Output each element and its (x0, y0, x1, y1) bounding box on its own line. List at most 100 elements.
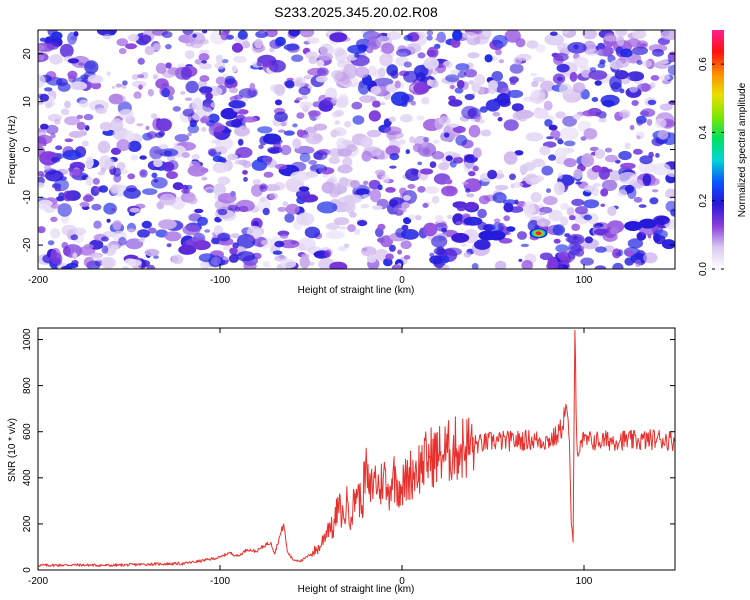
spectrogram-cell (573, 168, 583, 180)
spectrogram-cell (256, 61, 263, 67)
spectrogram-cell (636, 135, 641, 140)
spectrogram-cell (252, 220, 259, 228)
spectrogram-cell (647, 99, 657, 105)
spectrogram-cell (277, 129, 286, 133)
spectrogram-cell (233, 94, 243, 100)
spectrogram-cell (335, 48, 348, 63)
spectrogram-cell (636, 60, 643, 65)
spectrogram-cell (429, 161, 437, 169)
spectrogram-cell (409, 136, 416, 144)
spectrogram-cell (106, 218, 111, 223)
spectrogram-cell (159, 144, 169, 150)
spectrogram-cell (67, 58, 80, 64)
colorbar-tick-label: 0.0 (698, 262, 709, 276)
spectrogram-cell (555, 244, 569, 253)
spectrogram-cell (279, 239, 300, 249)
spectrogram-cell (122, 80, 128, 86)
spectrogram-cell (422, 203, 429, 208)
spectrogram-cell (308, 56, 318, 65)
spectrogram-cell (543, 195, 558, 206)
spectrogram-cell (400, 114, 413, 123)
spectrogram-cell (185, 80, 199, 94)
spectrogram-cell (153, 158, 163, 168)
spectrogram-cell (233, 55, 247, 63)
spectrogram-cell (389, 153, 400, 161)
spectrogram-cell (557, 139, 564, 145)
spectrogram-cell (661, 239, 675, 250)
spectrogram-cell (210, 256, 221, 266)
spectrogram-cell (38, 73, 46, 89)
spectrogram-cell (514, 150, 524, 156)
spectrogram-cell (227, 204, 239, 211)
spectrogram-cell (604, 147, 613, 153)
spectrogram-cell (84, 60, 99, 74)
spectrogram-cell (50, 133, 56, 139)
spectrogram-cell (110, 184, 120, 194)
spectrogram-cell (487, 85, 498, 94)
spectrogram-cell (482, 30, 492, 38)
spectrogram-cell (435, 37, 444, 42)
spectrogram-cell (473, 239, 491, 250)
y-tick-label: -20 (22, 237, 33, 252)
spectrogram-cell (222, 256, 230, 261)
spectrogram-cell (450, 84, 455, 90)
spectrogram-cell (210, 122, 225, 133)
spectrogram-cell (116, 38, 129, 47)
spectrogram-cell (241, 97, 249, 103)
spectrogram-cell (308, 160, 318, 165)
spectrogram-cell (591, 165, 602, 173)
spectrogram-cell (443, 255, 450, 264)
spectrogram-cell (258, 144, 264, 149)
spectrogram-cell (533, 108, 549, 119)
spectrogram-cell (370, 86, 382, 95)
x-tick-label: 0 (399, 576, 405, 587)
spectrogram-cell (550, 130, 561, 139)
spectrogram-cell (194, 58, 202, 65)
spectrogram-cell (352, 115, 365, 125)
spectrogram-cell (278, 254, 286, 259)
spectrogram-cell (494, 260, 507, 269)
spectrogram-cell (79, 201, 90, 208)
spectrogram-cell (243, 176, 248, 182)
spectrogram-cell (349, 180, 360, 189)
spectrogram-cell (654, 118, 667, 129)
spectrogram-cell (238, 205, 249, 213)
spectrogram-cell (642, 173, 652, 186)
spectrogram-cell (408, 214, 417, 220)
spectrogram-cell (212, 155, 224, 163)
spectrogram-cell (572, 113, 582, 120)
spectrogram-cell (517, 231, 527, 240)
spectrogram-cell (388, 244, 396, 252)
spectrogram-cell (594, 148, 606, 159)
spectrogram-cell (45, 124, 59, 135)
spectrogram-cell (617, 189, 628, 197)
spectrogram-cell (303, 75, 312, 80)
spectrogram-cell (649, 197, 659, 205)
spectrogram-cell (632, 30, 647, 40)
spectrogram-cell (420, 168, 434, 175)
spectrogram-cell (429, 255, 444, 265)
spectrogram-cell (436, 31, 446, 43)
spectrogram-cell (274, 240, 285, 248)
spectrogram-cell (443, 132, 450, 138)
spectrogram-cell (600, 188, 609, 197)
spectrogram-cell (92, 177, 100, 185)
spectrogram-cell (398, 139, 406, 145)
spectrogram-cell (349, 211, 357, 218)
spectrogram-cell (343, 194, 363, 204)
spectrogram-cell (618, 150, 632, 161)
spectrogram-cell (171, 254, 184, 265)
spectrogram-cell (331, 97, 338, 104)
spectrogram-cell (217, 193, 237, 204)
spectrogram-cell (374, 249, 389, 261)
spectrogram-cell (57, 82, 71, 92)
spectrogram-cell (334, 109, 344, 117)
spectrogram-cell (384, 126, 402, 136)
spectrogram-cell (199, 49, 210, 55)
spectrogram-cell (324, 249, 332, 258)
spectrogram-cell (487, 169, 498, 180)
spectrogram-cell (462, 32, 478, 39)
spectrogram-cell (584, 236, 594, 244)
spectrogram-cell (127, 140, 142, 152)
spectrogram-cell (298, 237, 316, 251)
